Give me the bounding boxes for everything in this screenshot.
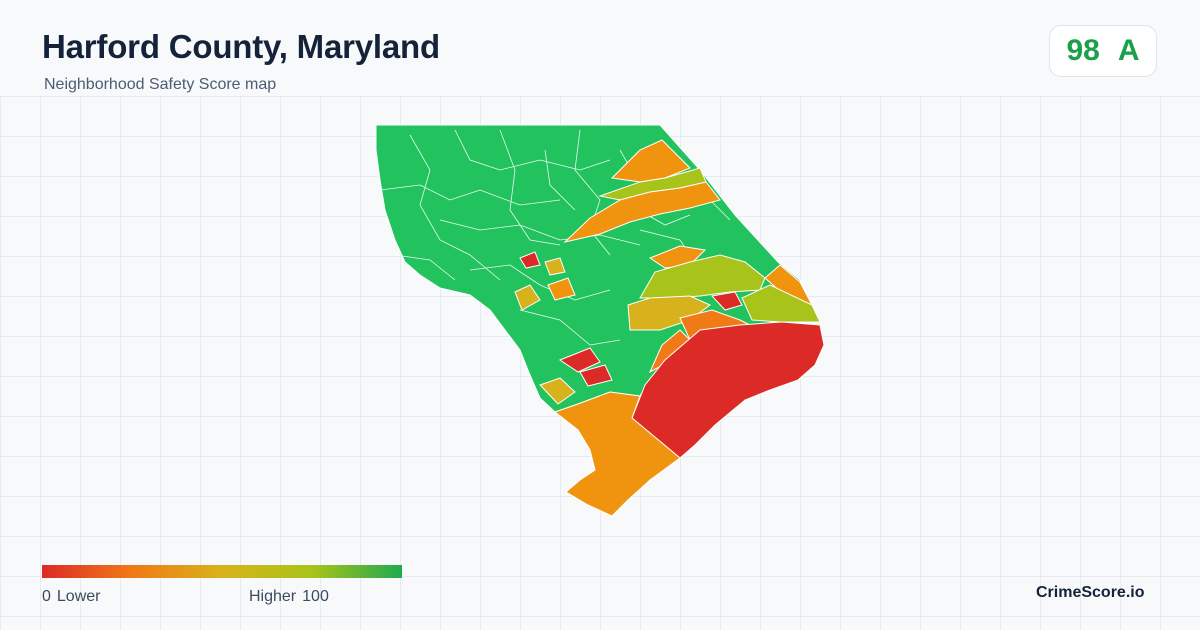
score-badge: 98 A — [1049, 25, 1157, 77]
legend-high-value: 100 — [302, 588, 329, 605]
score-value: 98 — [1066, 34, 1100, 67]
map-region-nc-red — [519, 251, 541, 269]
map-region-sw-red-1 — [558, 347, 601, 373]
legend-low-label: 0 Lower — [42, 588, 106, 606]
page-title: Harford County, Maryland — [42, 28, 440, 65]
map-region-sw-yellow — [514, 284, 541, 311]
legend-high-label: Higher 100 — [249, 588, 335, 606]
brand-name: CrimeScore.io — [1036, 584, 1145, 601]
map-region-ne-3 — [563, 181, 721, 243]
score-grade: A — [1117, 34, 1140, 67]
map-region-sw-yellow-2 — [539, 377, 576, 405]
map-region-southeast-red — [631, 321, 825, 459]
map-region-south-orange — [553, 391, 681, 517]
map-region-east-green — [741, 284, 821, 323]
legend-low-value: 0 — [42, 588, 51, 605]
map-region-sw-red-2 — [579, 364, 613, 387]
map-region-center-red — [711, 291, 743, 311]
legend-low-text: Lower — [56, 588, 101, 605]
legend-gradient-bar — [42, 565, 402, 578]
map-region-sw-orange-1 — [547, 277, 576, 301]
legend-high-text: Higher — [249, 588, 297, 605]
page-subtitle: Neighborhood Safety Score map — [44, 76, 277, 93]
map-region-nc-yellow — [544, 257, 566, 276]
